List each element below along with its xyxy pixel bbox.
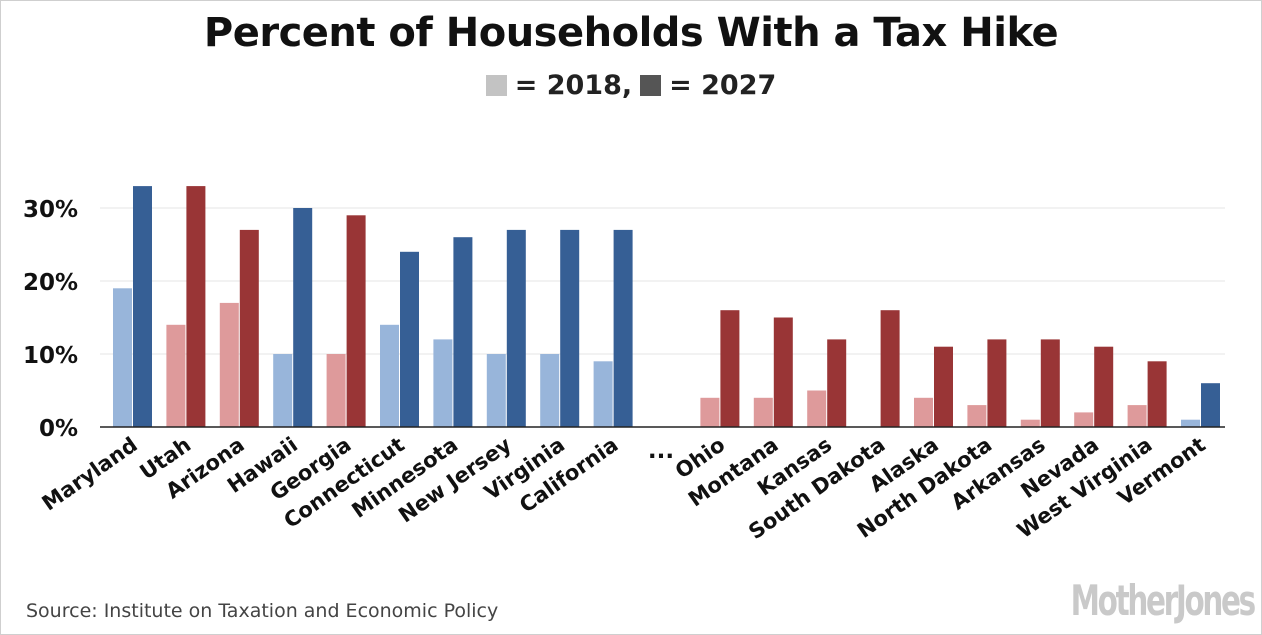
- chart-title: Percent of Households With a Tax Hike: [203, 10, 1059, 56]
- bar-2018: [1127, 405, 1147, 427]
- bar-2027: [293, 208, 313, 427]
- bar-2018: [700, 397, 720, 427]
- x-tick-label: Maryland: [38, 432, 142, 515]
- bar-2027: [506, 229, 526, 427]
- bar-2018: [753, 397, 773, 427]
- brand-logo: MotherJones: [1070, 576, 1257, 625]
- bar-2027: [400, 251, 419, 427]
- bar-2027: [1201, 383, 1220, 427]
- legend-label-2027: = 2027: [669, 70, 777, 101]
- y-tick-label: 30%: [23, 197, 78, 223]
- bar-2027: [613, 229, 633, 427]
- y-tick-label: 20%: [23, 270, 78, 296]
- bar-2018: [967, 405, 987, 427]
- bar-2018: [433, 339, 453, 427]
- bar-2027: [720, 310, 740, 427]
- bar-2018: [113, 288, 132, 427]
- bar-2027: [1040, 339, 1060, 427]
- y-tick-label: 10%: [23, 343, 78, 369]
- bar-2027: [880, 310, 900, 427]
- bar-2018: [219, 302, 239, 427]
- bar-2018: [166, 324, 186, 427]
- source-note: Source: Institute on Taxation and Econom…: [26, 600, 499, 622]
- bar-2018: [807, 390, 827, 427]
- bar-2027: [773, 317, 793, 427]
- bar-2027: [239, 229, 259, 427]
- bar-2018: [593, 361, 613, 427]
- bar-2018: [486, 354, 506, 427]
- x-tick-label: ...: [648, 438, 674, 464]
- bar-2027: [346, 215, 366, 427]
- bar-2018: [326, 354, 346, 427]
- bar-2018: [380, 324, 399, 427]
- y-tick-label: 0%: [39, 416, 78, 442]
- bar-2027: [453, 237, 473, 427]
- bar-2018: [540, 354, 560, 427]
- legend-swatch-2027: [640, 75, 662, 96]
- bar-2018: [273, 354, 293, 427]
- bar-2018: [914, 397, 933, 427]
- bar-2027: [1147, 361, 1167, 427]
- bar-2027: [186, 186, 206, 427]
- bar-2027: [1094, 346, 1114, 427]
- legend-label-2018: = 2018,: [514, 70, 633, 101]
- legend: = 2018, = 2027: [0, 70, 1262, 101]
- bar-2018: [1181, 419, 1200, 427]
- bar-2027: [133, 186, 152, 427]
- bar-2018: [1074, 412, 1094, 427]
- bar-2018: [1020, 419, 1040, 427]
- bar-2027: [827, 339, 847, 427]
- bar-2027: [934, 346, 953, 427]
- bar-2027: [987, 339, 1007, 427]
- bar-2027: [560, 229, 580, 427]
- legend-swatch-2018: [485, 75, 507, 96]
